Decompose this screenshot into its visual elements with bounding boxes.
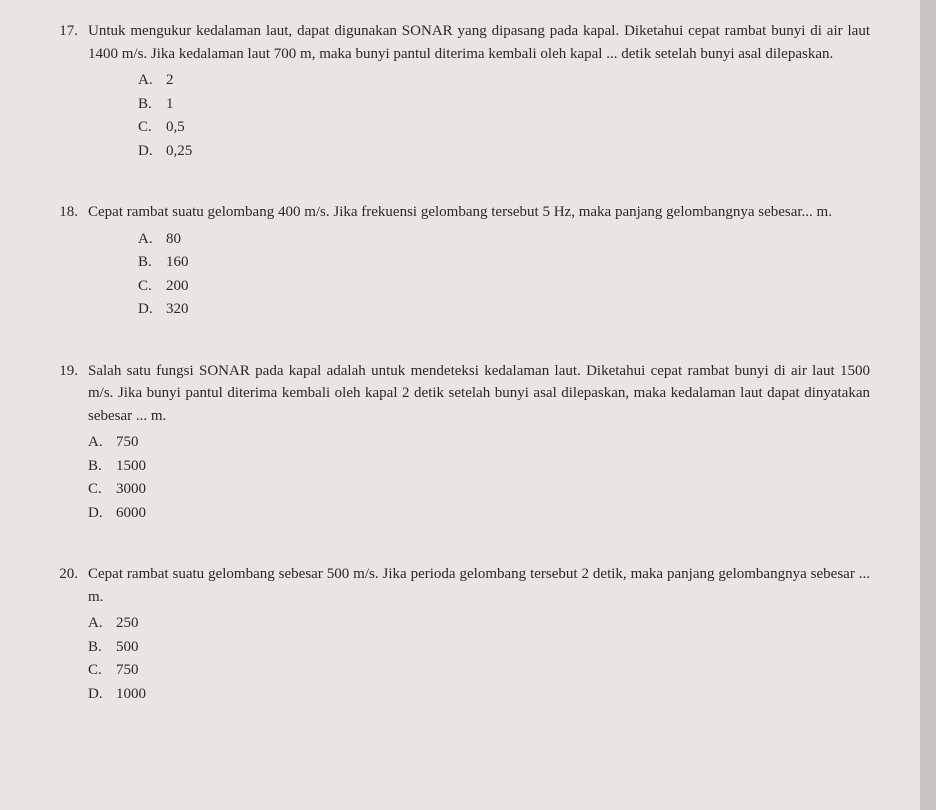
question-stem: Cepat rambat suatu gelombang 400 m/s. Ji… (88, 201, 870, 224)
option-text: 750 (116, 431, 870, 454)
option-c: C.3000 (88, 478, 870, 501)
option-letter: B. (138, 251, 166, 274)
question-18: 18. Cepat rambat suatu gelombang 400 m/s… (50, 201, 870, 322)
question-options: A.250 B.500 C.750 D.1000 (88, 612, 870, 705)
option-letter: A. (88, 431, 116, 454)
option-c: C.200 (138, 275, 870, 298)
option-letter: B. (88, 636, 116, 659)
option-text: 0,25 (166, 140, 870, 163)
option-letter: D. (138, 298, 166, 321)
option-letter: C. (88, 478, 116, 501)
option-d: D.0,25 (138, 140, 870, 163)
option-text: 320 (166, 298, 870, 321)
option-text: 2 (166, 69, 870, 92)
option-text: 1500 (116, 455, 870, 478)
option-b: B.1 (138, 93, 870, 116)
option-letter: B. (88, 455, 116, 478)
option-letter: A. (138, 69, 166, 92)
option-text: 250 (116, 612, 870, 635)
option-text: 200 (166, 275, 870, 298)
option-d: D.6000 (88, 502, 870, 525)
option-text: 1000 (116, 683, 870, 706)
option-a: A.250 (88, 612, 870, 635)
question-19: 19. Salah satu fungsi SONAR pada kapal a… (50, 360, 870, 526)
option-text: 1 (166, 93, 870, 116)
option-text: 3000 (116, 478, 870, 501)
option-letter: A. (138, 228, 166, 251)
option-text: 80 (166, 228, 870, 251)
option-letter: D. (88, 683, 116, 706)
option-letter: C. (88, 659, 116, 682)
question-stem: Cepat rambat suatu gelombang sebesar 500… (88, 563, 870, 608)
option-letter: B. (138, 93, 166, 116)
document-page: 17. Untuk mengukur kedalaman laut, dapat… (0, 0, 920, 810)
question-body: Untuk mengukur kedalaman laut, dapat dig… (88, 20, 870, 163)
option-text: 160 (166, 251, 870, 274)
question-20: 20. Cepat rambat suatu gelombang sebesar… (50, 563, 870, 706)
option-letter: C. (138, 275, 166, 298)
question-body: Cepat rambat suatu gelombang sebesar 500… (88, 563, 870, 706)
option-letter: A. (88, 612, 116, 635)
option-b: B.160 (138, 251, 870, 274)
question-number: 19. (50, 360, 88, 526)
option-c: C.0,5 (138, 116, 870, 139)
question-number: 17. (50, 20, 88, 163)
option-a: A.750 (88, 431, 870, 454)
question-options: A.750 B.1500 C.3000 D.6000 (88, 431, 870, 524)
option-b: B.1500 (88, 455, 870, 478)
option-letter: C. (138, 116, 166, 139)
question-stem: Untuk mengukur kedalaman laut, dapat dig… (88, 20, 870, 65)
question-options: A.80 B.160 C.200 D.320 (138, 228, 870, 321)
question-stem: Salah satu fungsi SONAR pada kapal adala… (88, 360, 870, 428)
question-17: 17. Untuk mengukur kedalaman laut, dapat… (50, 20, 870, 163)
option-a: A.2 (138, 69, 870, 92)
option-c: C.750 (88, 659, 870, 682)
question-body: Salah satu fungsi SONAR pada kapal adala… (88, 360, 870, 526)
option-d: D.1000 (88, 683, 870, 706)
option-letter: D. (138, 140, 166, 163)
option-letter: D. (88, 502, 116, 525)
question-number: 20. (50, 563, 88, 706)
option-b: B.500 (88, 636, 870, 659)
question-options: A.2 B.1 C.0,5 D.0,25 (138, 69, 870, 162)
option-text: 500 (116, 636, 870, 659)
option-text: 0,5 (166, 116, 870, 139)
question-number: 18. (50, 201, 88, 322)
option-text: 750 (116, 659, 870, 682)
option-text: 6000 (116, 502, 870, 525)
option-a: A.80 (138, 228, 870, 251)
option-d: D.320 (138, 298, 870, 321)
question-body: Cepat rambat suatu gelombang 400 m/s. Ji… (88, 201, 870, 322)
